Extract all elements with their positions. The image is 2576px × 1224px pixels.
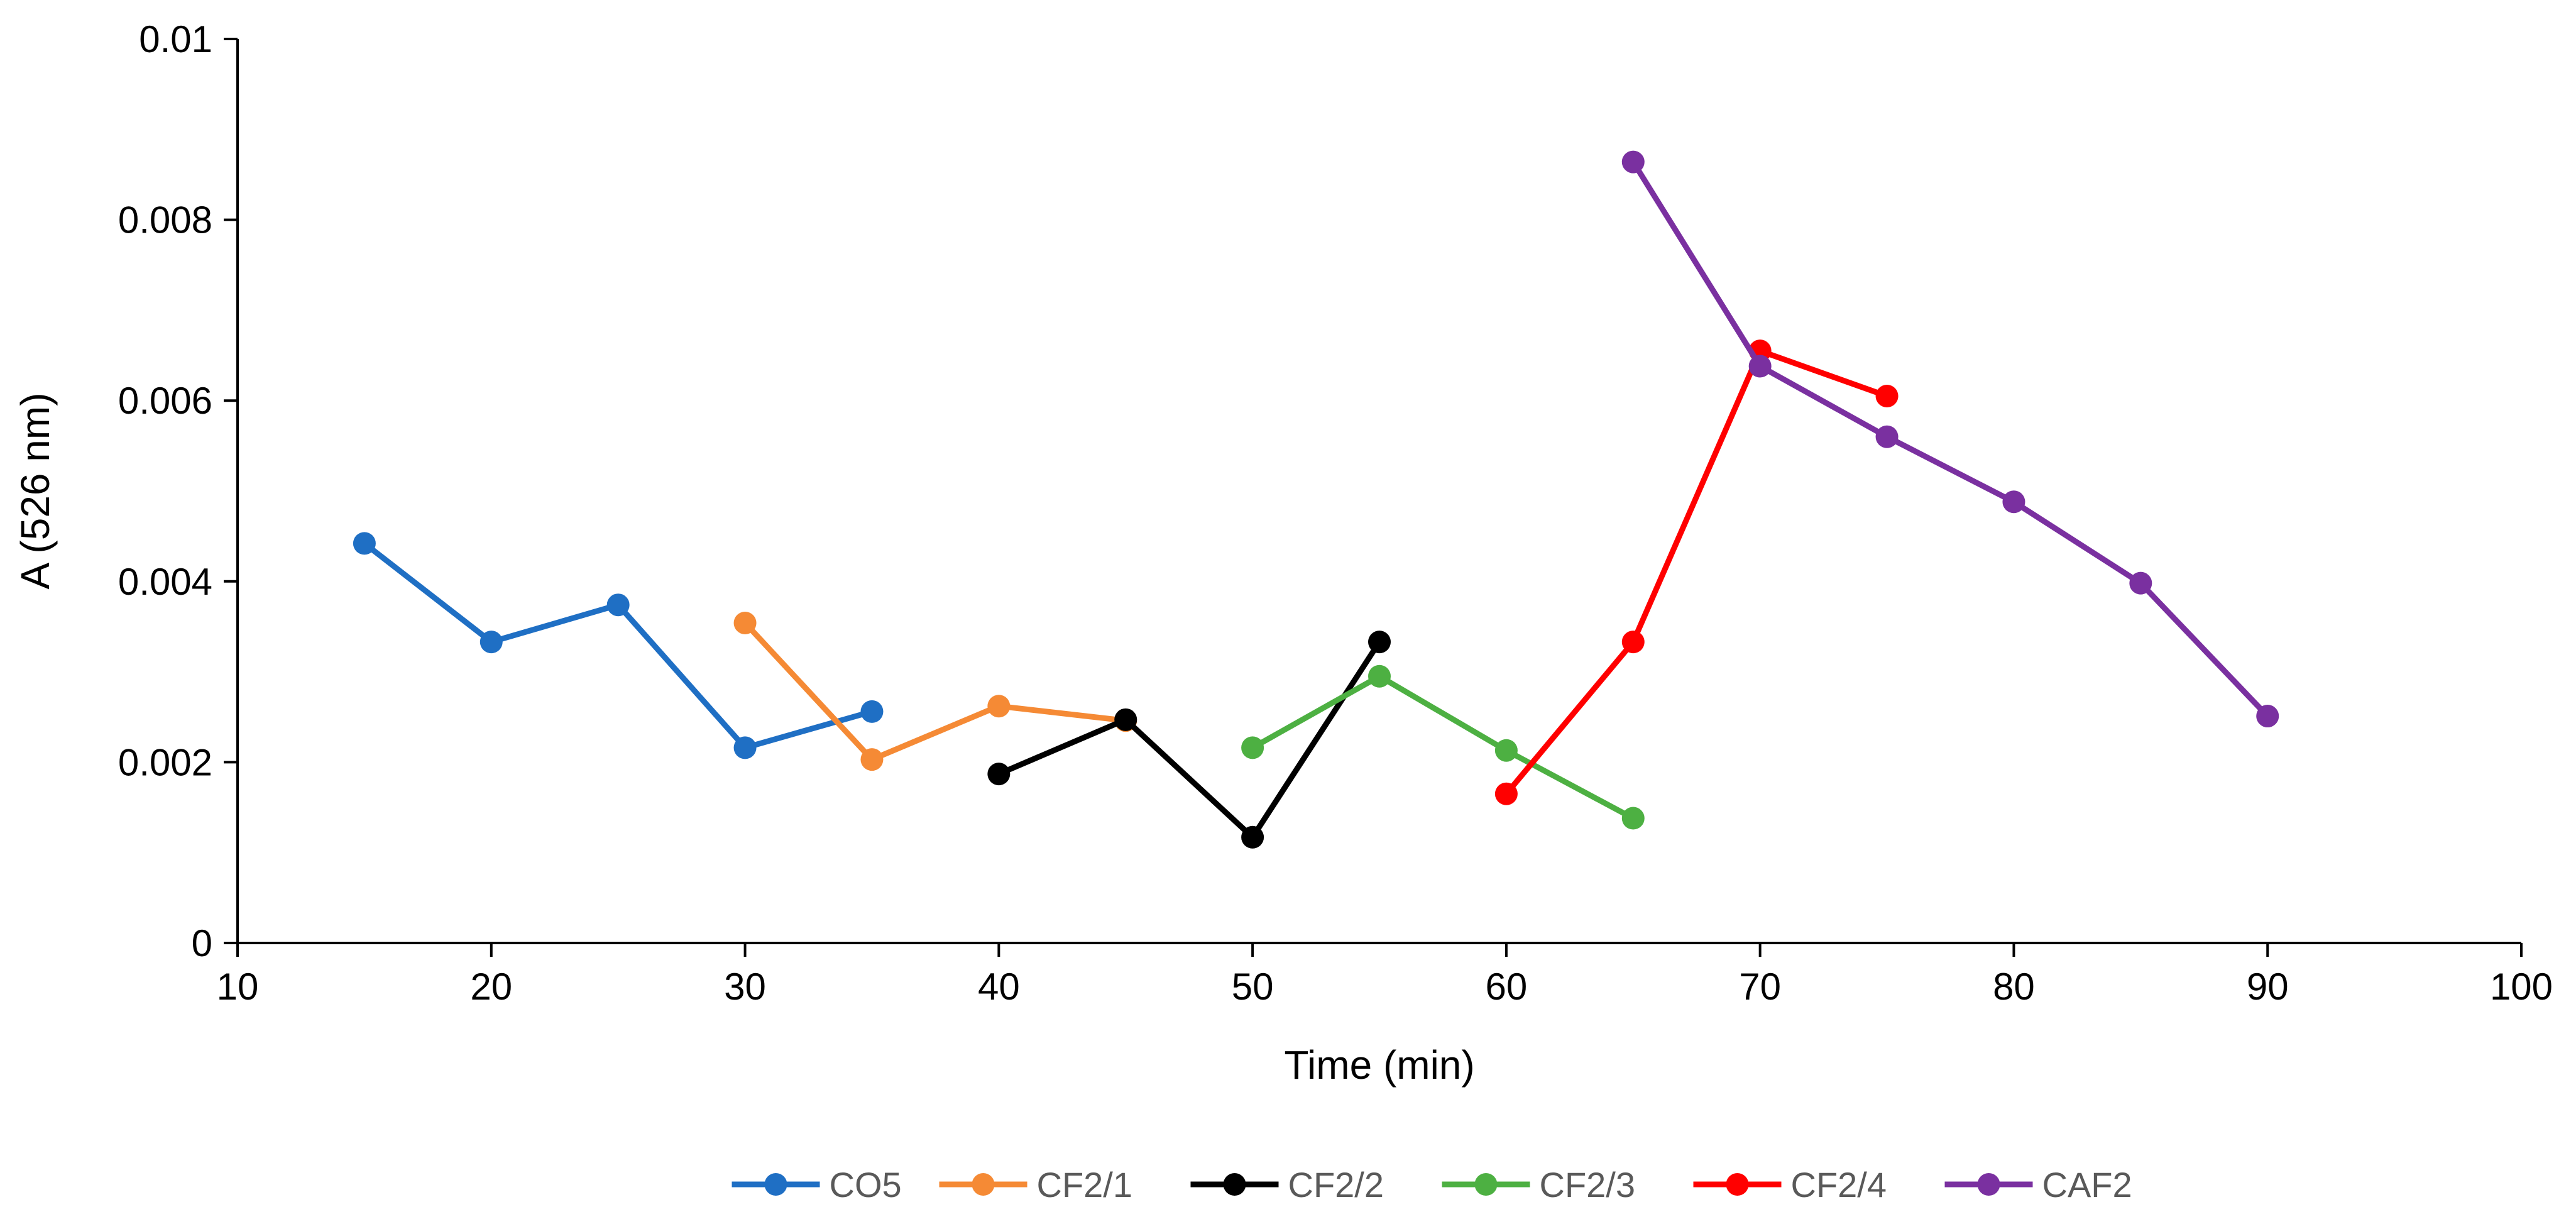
x-axis-title: Time (min) bbox=[1284, 1042, 1474, 1088]
y-tick-label: 0 bbox=[192, 922, 212, 964]
data-point bbox=[1368, 664, 1391, 688]
y-tick-label: 0.006 bbox=[118, 380, 212, 422]
x-tick-label: 10 bbox=[217, 966, 259, 1008]
y-tick-label: 0.01 bbox=[139, 18, 212, 60]
x-tick-label: 90 bbox=[2247, 966, 2289, 1008]
data-point bbox=[1621, 631, 1645, 654]
data-point bbox=[353, 532, 376, 555]
legend-marker bbox=[1977, 1173, 2000, 1196]
y-axis-title: A (526 nm) bbox=[13, 392, 58, 589]
legend-label: CO5 bbox=[830, 1165, 902, 1205]
data-point bbox=[860, 700, 884, 723]
data-point bbox=[1875, 385, 1899, 408]
data-point bbox=[987, 763, 1011, 786]
legend: CO5 CF2/1 CF2/2 CF2/3 CF2/4 CAF2 bbox=[732, 1165, 2132, 1205]
x-tick-label: 100 bbox=[2490, 966, 2553, 1008]
legend-label: CAF2 bbox=[2042, 1165, 2132, 1205]
legend-item: CF2/2 bbox=[1190, 1165, 1384, 1205]
x-tick-label: 70 bbox=[1739, 966, 1781, 1008]
legend-item: CF2/1 bbox=[939, 1165, 1133, 1205]
data-point bbox=[1241, 825, 1264, 849]
data-point bbox=[1621, 807, 1645, 830]
series-line bbox=[742, 620, 1129, 763]
legend-marker bbox=[764, 1173, 787, 1196]
data-point bbox=[1494, 739, 1518, 762]
series-line bbox=[1249, 673, 1636, 822]
series-line bbox=[1503, 348, 1890, 797]
data-point bbox=[1368, 631, 1391, 654]
data-point bbox=[1114, 708, 1137, 731]
data-point bbox=[2002, 490, 2025, 514]
data-point bbox=[606, 593, 630, 617]
data-point bbox=[860, 748, 884, 771]
y-tick-label: 0.004 bbox=[118, 561, 212, 603]
legend-item: CAF2 bbox=[1944, 1165, 2132, 1205]
series-cf2-1 bbox=[733, 611, 1137, 771]
series-layer bbox=[353, 150, 2279, 849]
legend-item: CF2/3 bbox=[1442, 1165, 1636, 1205]
data-point bbox=[2129, 571, 2152, 595]
legend-label: CF2/2 bbox=[1288, 1165, 1384, 1205]
y-tick-label: 0.008 bbox=[118, 199, 212, 241]
data-point bbox=[1241, 736, 1264, 759]
series-caf2 bbox=[1621, 150, 2279, 728]
data-point bbox=[1494, 782, 1518, 805]
legend-label: CF2/3 bbox=[1540, 1165, 1636, 1205]
x-tick-label: 50 bbox=[1232, 966, 1274, 1008]
legend-marker bbox=[1474, 1173, 1498, 1196]
series-co5 bbox=[353, 532, 884, 759]
data-point bbox=[733, 611, 757, 634]
x-tick-label: 80 bbox=[1993, 966, 2035, 1008]
legend-label: CF2/4 bbox=[1791, 1165, 1887, 1205]
data-point bbox=[480, 631, 503, 654]
x-tick-label: 60 bbox=[1486, 966, 1528, 1008]
series-line bbox=[361, 540, 875, 751]
data-point bbox=[733, 736, 757, 759]
data-point bbox=[1748, 355, 1772, 378]
data-point bbox=[1621, 150, 1645, 174]
x-tick-label: 40 bbox=[978, 966, 1020, 1008]
legend-marker bbox=[1726, 1173, 1749, 1196]
data-point bbox=[987, 695, 1011, 718]
data-point bbox=[1875, 425, 1899, 448]
x-tick-label: 20 bbox=[470, 966, 512, 1008]
legend-marker bbox=[972, 1173, 995, 1196]
legend-label: CF2/1 bbox=[1037, 1165, 1133, 1205]
axes: 0 0.002 0.004 0.006 0.008 0.01 10 20 30 40 50 60 70 8… bbox=[13, 18, 2553, 1088]
y-tick-label: 0.002 bbox=[118, 741, 212, 783]
series-cf2-2 bbox=[987, 631, 1391, 849]
x-tick-label: 30 bbox=[724, 966, 766, 1008]
series-cf2-3 bbox=[1241, 664, 1645, 830]
series-line bbox=[995, 639, 1383, 841]
legend-item: CF2/4 bbox=[1693, 1165, 1887, 1205]
legend-marker bbox=[1223, 1173, 1246, 1196]
series-line bbox=[1630, 159, 2271, 719]
legend-item: CO5 bbox=[732, 1165, 902, 1205]
data-point bbox=[2256, 705, 2279, 728]
